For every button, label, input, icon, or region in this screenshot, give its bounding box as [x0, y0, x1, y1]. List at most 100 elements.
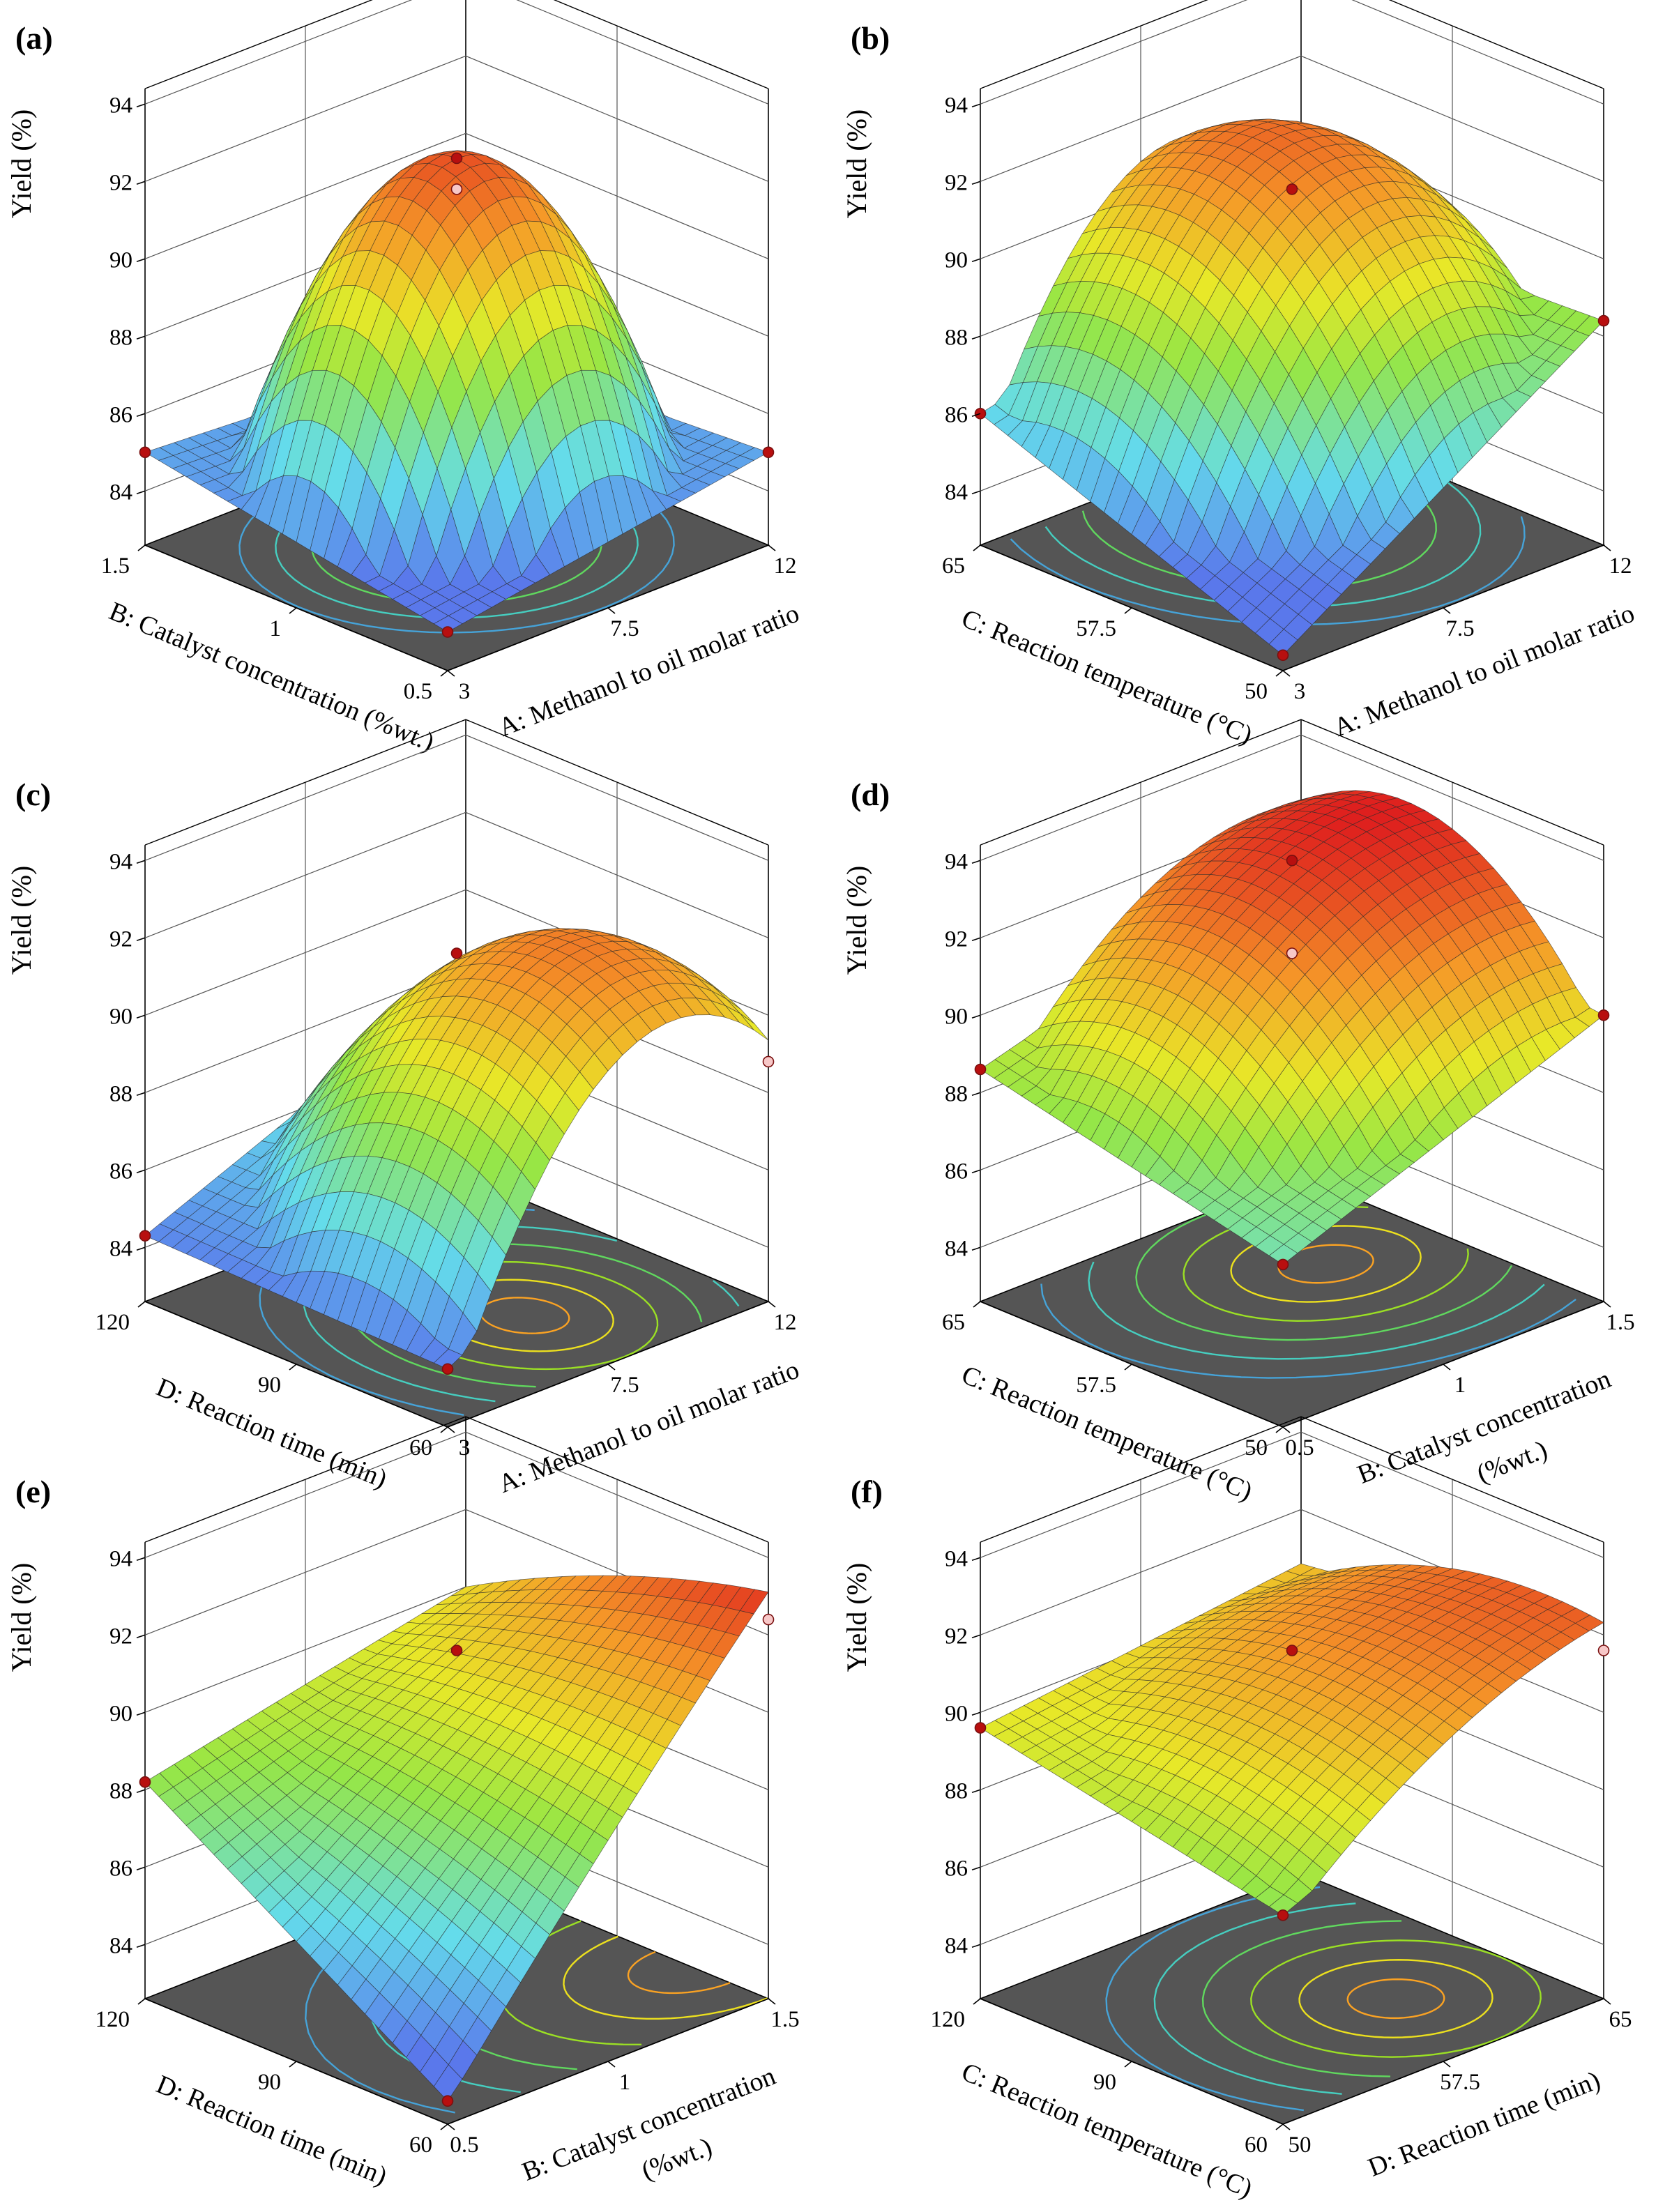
x-tick — [447, 2123, 455, 2130]
z-tick — [971, 413, 981, 418]
response-surface — [144, 150, 769, 632]
z-tick-label: 94 — [109, 93, 132, 118]
design-point — [441, 626, 454, 638]
x-tick-label: 12 — [1609, 554, 1632, 579]
x-axis-title-line2: (%wt.) — [637, 2132, 716, 2186]
x-tick — [607, 1364, 616, 1371]
z-tick — [136, 335, 146, 340]
contour-line — [1153, 1902, 1356, 2095]
design-point — [1286, 1645, 1298, 1656]
z-grid-line — [144, 1431, 769, 1558]
wall-top-outline — [980, 719, 1604, 846]
wall-top-outline — [144, 0, 769, 89]
z-tick — [136, 490, 146, 495]
x-axis-title: D: Reaction time (min) — [1364, 2066, 1604, 2183]
design-point — [1286, 947, 1298, 959]
z-tick-label: 92 — [109, 1624, 132, 1649]
x-tick — [768, 544, 776, 551]
contour-line — [1010, 516, 1526, 626]
z-tick-label: 88 — [109, 1778, 132, 1803]
x-tick-label: 1.5 — [770, 2007, 799, 2032]
z-tick — [971, 181, 981, 185]
y-tick-label: 1 — [270, 616, 282, 641]
z-tick — [136, 1014, 146, 1019]
z-tick — [971, 258, 981, 263]
x-tick-label: 57.5 — [1440, 2070, 1480, 2095]
z-tick — [971, 1092, 981, 1097]
z-tick — [136, 1634, 146, 1639]
x-tick-label: 1.5 — [1606, 1310, 1634, 1335]
z-tick — [971, 1866, 981, 1871]
x-tick — [447, 670, 455, 677]
z-tick-label: 86 — [945, 1159, 968, 1184]
design-point — [441, 2095, 454, 2107]
y-tick-label: 90 — [258, 1373, 281, 1398]
z-tick — [136, 1557, 146, 1562]
x-tick-label: 1 — [619, 2070, 631, 2095]
panel-label: (b) — [851, 20, 890, 56]
design-point — [450, 1645, 463, 1656]
y-tick-label: 65 — [942, 1310, 965, 1335]
z-tick-label: 90 — [945, 1701, 968, 1726]
x-tick — [607, 2061, 616, 2068]
z-tick-label: 94 — [945, 1546, 968, 1571]
z-tick-label: 88 — [945, 325, 968, 350]
z-tick — [971, 1944, 981, 1948]
panel-label: (f) — [851, 1474, 883, 1509]
surface-cell — [1268, 1894, 1298, 1916]
z-tick-label: 86 — [109, 1159, 132, 1184]
y-tick — [1275, 1426, 1284, 1433]
design-point — [762, 1055, 775, 1068]
y-tick-label: 120 — [96, 1310, 130, 1335]
z-tick-label: 92 — [109, 170, 132, 195]
z-tick — [971, 860, 981, 864]
design-point — [450, 183, 463, 195]
z-tick-label: 94 — [109, 1546, 132, 1571]
contour-line — [1250, 1939, 1542, 2058]
y-tick — [1275, 670, 1284, 677]
z-tick-label: 90 — [109, 247, 132, 273]
y-tick — [1124, 2061, 1132, 2068]
y-tick — [289, 1364, 297, 1371]
z-tick-label: 92 — [109, 926, 132, 952]
z-tick-label: 94 — [945, 93, 968, 118]
y-tick — [973, 1998, 981, 2005]
x-tick — [1282, 2123, 1291, 2130]
design-point — [1277, 1258, 1289, 1271]
x-axis-title-line2: (%wt.) — [1473, 1435, 1551, 1488]
design-point — [139, 446, 151, 459]
z-tick — [971, 1634, 981, 1639]
y-tick — [137, 544, 146, 551]
x-tick-label: 1 — [1454, 1373, 1466, 1398]
x-tick — [1443, 2061, 1451, 2068]
contour-line — [480, 1297, 570, 1334]
response-surface — [144, 1575, 769, 2102]
z-grid-line — [980, 1431, 1604, 1558]
z-grid-line — [980, 0, 1604, 105]
z-grid-line — [144, 0, 769, 105]
y-tick-label: 120 — [96, 2007, 130, 2032]
y-tick — [973, 1301, 981, 1308]
z-tick — [136, 103, 146, 108]
wall-top-outline — [980, 1416, 1604, 1543]
z-axis-title: Yield (%) — [6, 109, 37, 219]
panel-label: (d) — [851, 777, 890, 812]
y-tick — [1124, 1364, 1132, 1371]
z-axis-title: Yield (%) — [6, 1563, 37, 1672]
contour-line — [1040, 1283, 1576, 1379]
z-tick-label: 88 — [109, 1081, 132, 1106]
z-tick-label: 92 — [945, 926, 968, 952]
z-tick — [136, 1944, 146, 1948]
surface-cell — [1268, 629, 1298, 656]
panel-label: (c) — [15, 777, 51, 812]
design-point — [1277, 1909, 1289, 1921]
y-tick — [1275, 2123, 1284, 2130]
x-tick — [1282, 1426, 1291, 1433]
x-tick-label: 12 — [774, 1310, 797, 1335]
z-tick-label: 92 — [945, 1624, 968, 1649]
z-tick-label: 88 — [109, 325, 132, 350]
z-tick — [971, 490, 981, 495]
wall-top-outline — [144, 1416, 769, 1543]
panel-f: 84 86 88 90 92 94 Yield (%) (f) 50 57.5 65 D: React… — [841, 1416, 1632, 2204]
z-axis-title: Yield (%) — [6, 866, 37, 975]
